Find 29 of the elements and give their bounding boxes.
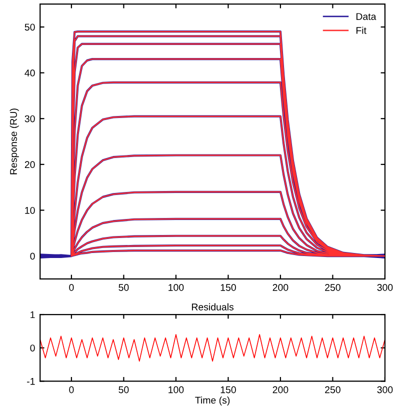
y-tick-label: -1: [27, 378, 35, 385]
y-tick-label: 0: [30, 344, 35, 352]
y-tick-label: 10: [25, 206, 35, 214]
x-tick-label: 300: [377, 386, 393, 394]
x-tick-label: 200: [272, 284, 288, 291]
chart-title: Residuals: [192, 303, 234, 310]
x-tick-label: 200: [272, 386, 288, 394]
x-axis-title: Time (s): [195, 396, 230, 406]
x-tick-label: 150: [220, 284, 236, 291]
x-tick-label: 0: [69, 284, 74, 291]
legend-label: Data: [356, 13, 376, 20]
line-series: [40, 334, 385, 362]
x-tick-label: 250: [325, 386, 340, 394]
y-tick-label: 30: [24, 115, 35, 122]
y-tick-label: 1: [30, 311, 35, 318]
x-tick-label: 0: [69, 386, 74, 394]
x-tick-label: 300: [377, 284, 393, 291]
y-axis-title: Response (RU): [10, 108, 19, 174]
y-tick-label: 40: [24, 70, 35, 76]
y-tick-label: 50: [24, 24, 35, 31]
x-tick-label: 150: [220, 386, 236, 394]
x-tick-label: 100: [168, 386, 184, 394]
x-tick-label: 100: [168, 284, 184, 291]
x-tick-label: 250: [325, 284, 340, 291]
y-tick-label: 0: [30, 252, 35, 260]
x-tick-label: 50: [118, 284, 129, 291]
x-tick-label: 50: [118, 386, 129, 394]
y-tick-label: 20: [24, 161, 35, 168]
legend-label: Fit: [356, 26, 366, 34]
